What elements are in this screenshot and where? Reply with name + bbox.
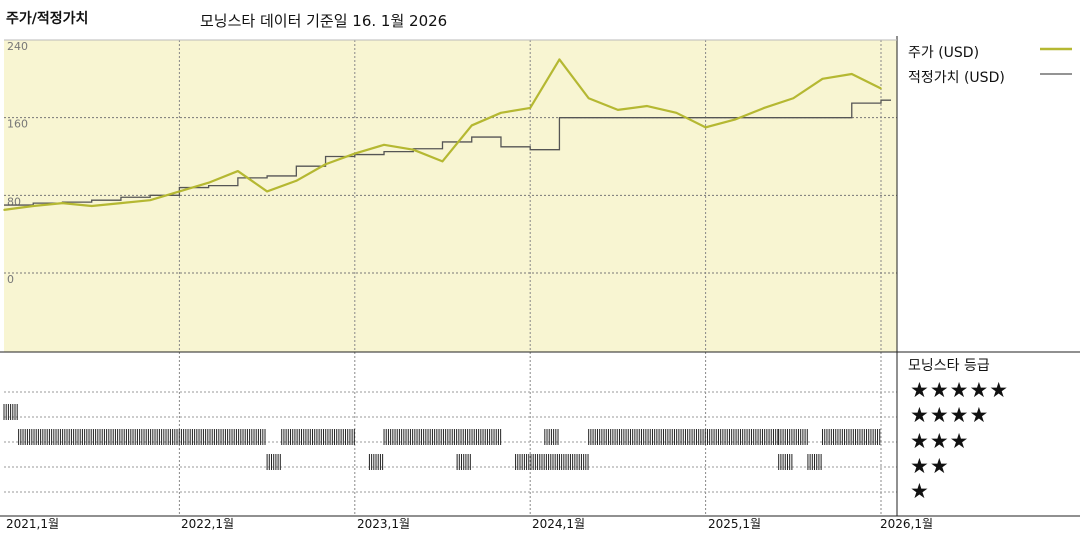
chart-title: 주가/적정가치 — [6, 11, 89, 27]
y-tick-label: 0 — [7, 273, 14, 286]
price-point — [295, 179, 298, 182]
rating-level-1: ★ — [910, 479, 930, 503]
price-point — [412, 148, 415, 151]
data-date-subtitle: 모닝스타 데이터 기준일 16. 1월 2026 — [200, 12, 448, 30]
price-point — [734, 118, 736, 121]
legend-fair-value: 적정가치 (USD) — [908, 67, 1005, 87]
price-point — [500, 112, 502, 114]
plot-area — [4, 40, 897, 352]
price-point — [821, 78, 824, 80]
x-label-2024: 2024,1월 — [532, 517, 586, 531]
price-point — [792, 97, 795, 100]
price-point — [558, 58, 561, 61]
price-point — [763, 107, 765, 109]
price-point — [149, 199, 151, 201]
price-point — [470, 124, 473, 127]
legend-price-label: 주가 (USD) — [908, 45, 980, 61]
x-label-2025: 2025,1월 — [708, 517, 762, 531]
x-label-2026: 2026,1월 — [880, 517, 934, 531]
y-tick-label: 240 — [7, 40, 28, 53]
price-point — [3, 209, 5, 211]
x-label-2022: 2022,1월 — [181, 517, 235, 531]
rating-level-4: ★★★★ — [910, 403, 990, 427]
fair-value-line — [4, 99, 891, 206]
price-point — [850, 73, 853, 75]
price-point — [529, 107, 531, 109]
y-tick-label: 160 — [7, 118, 28, 131]
price-point — [61, 202, 64, 204]
rating-level-2: ★★ — [910, 454, 950, 478]
price-point — [178, 190, 181, 193]
price-point — [646, 105, 648, 107]
price-point — [32, 205, 35, 207]
price-point — [587, 97, 590, 100]
price-point — [441, 160, 444, 163]
rating-level-5: ★★★★★ — [910, 378, 1010, 402]
price-point — [266, 190, 268, 193]
price-point — [90, 205, 93, 207]
price-point — [617, 109, 619, 111]
x-label-2021: 2021,1월 — [6, 517, 60, 531]
legend-fair-value-label: 적정가치 (USD) — [908, 70, 1005, 86]
price-point — [880, 87, 882, 90]
price-point — [120, 202, 122, 204]
rating-title: 모닝스타 등급 — [908, 358, 990, 374]
price-point — [675, 112, 678, 114]
price-point — [207, 181, 210, 184]
legend-price: 주가 (USD) — [908, 42, 979, 62]
price-point — [704, 126, 707, 129]
price-point — [354, 152, 356, 155]
price-point — [237, 170, 239, 172]
rating-level-3: ★★★ — [910, 429, 970, 453]
y-tick-label: 80 — [7, 195, 21, 208]
price-point — [324, 163, 327, 166]
x-label-2023: 2023,1월 — [357, 517, 411, 531]
price-point — [383, 144, 385, 146]
